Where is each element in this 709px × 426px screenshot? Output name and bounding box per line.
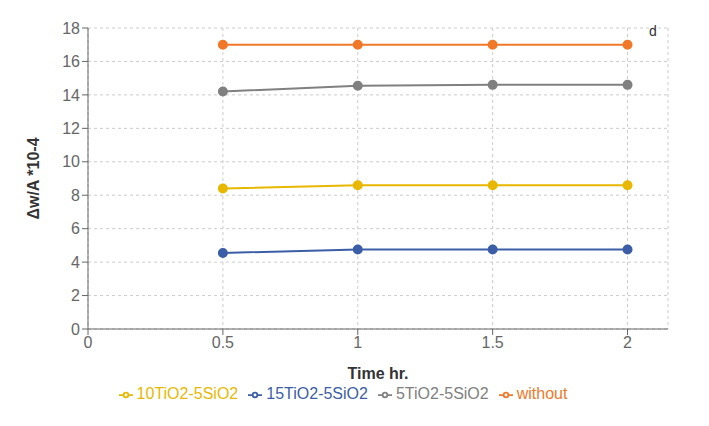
svg-text:1.5: 1.5 — [482, 334, 504, 351]
svg-text:10: 10 — [62, 153, 80, 170]
svg-text:4: 4 — [71, 254, 80, 271]
svg-text:1: 1 — [353, 334, 362, 351]
html-text:5TiO2-5SiO2: 5TiO2-5SiO2 — [395, 385, 489, 402]
svg-text:0.5: 0.5 — [212, 334, 234, 351]
svg-text:12: 12 — [62, 120, 80, 137]
svg-text:14: 14 — [62, 87, 80, 104]
svg-text:6: 6 — [71, 220, 80, 237]
svg-text:2: 2 — [71, 287, 80, 304]
svg-text:16: 16 — [62, 53, 80, 70]
svg-text:8: 8 — [71, 187, 80, 204]
svg-text:18: 18 — [62, 20, 80, 37]
svg-text:d: d — [649, 23, 657, 39]
svg-text:Δw/A *10-4: Δw/A *10-4 — [25, 137, 42, 219]
svg-text:0: 0 — [71, 321, 80, 338]
svg-text:0: 0 — [84, 334, 93, 351]
svg-text:Time hr.: Time hr. — [347, 365, 408, 382]
html-text:without: without — [516, 385, 568, 402]
html-text:10TiO2-5SiO2: 10TiO2-5SiO2 — [136, 385, 239, 402]
svg-text:2: 2 — [623, 334, 632, 351]
html-text:15TiO2-5SiO2: 15TiO2-5SiO2 — [266, 385, 368, 402]
